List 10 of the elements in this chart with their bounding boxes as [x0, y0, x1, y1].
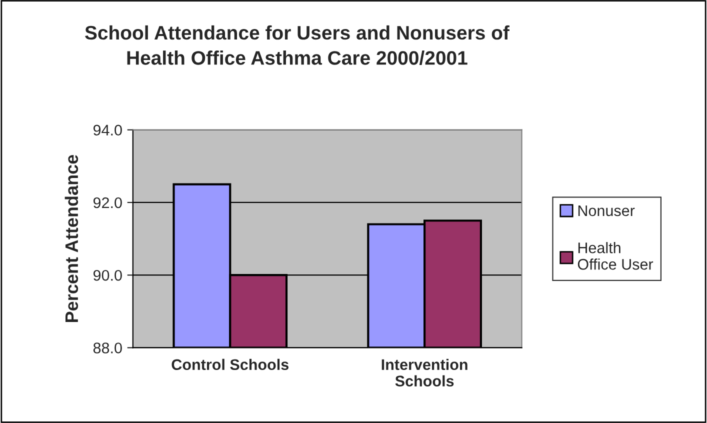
y-axis-title: Percent Attendance [64, 154, 78, 322]
y-tick-label: 92.0 [93, 197, 122, 208]
y-tick-label: 88.0 [93, 342, 122, 354]
y-tick-label: 94.0 [93, 124, 122, 136]
legend-label: Nonuser [578, 205, 635, 216]
x-tick-label: Intervention Schools [382, 358, 468, 386]
legend-label: Health Office User [578, 242, 654, 270]
chart-title: School Attendance for Users and Nonusers of Health Office Asthma Care 2000/2001 [85, 25, 510, 66]
y-tick-label: 90.0 [93, 270, 122, 281]
x-tick-label: Control Schools [172, 358, 288, 370]
